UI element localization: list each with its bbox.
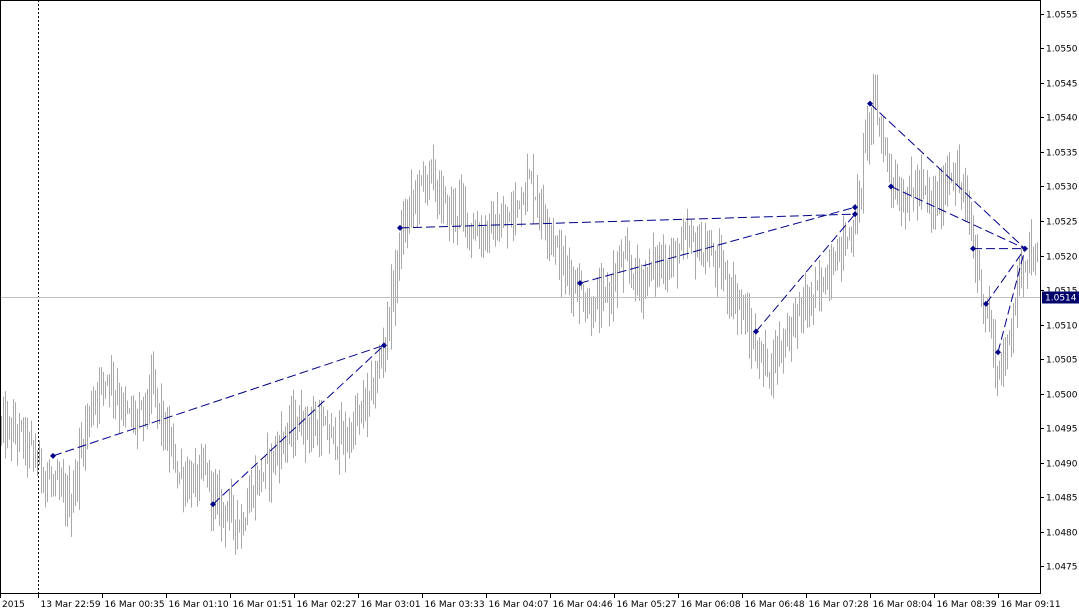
current-price-label: 1.0514 [1045,294,1077,304]
pattern-line [890,186,1026,250]
x-tick-label: 16 Mar 09:11 [1001,600,1061,610]
x-tick-label: 16 Mar 08:04 [873,600,933,610]
x-tick-label: 16 Mar 04:46 [553,600,613,610]
pattern-line [869,103,1026,250]
y-tick-label: 1.0485 [1046,494,1078,504]
y-tick-label: 1.0490 [1046,460,1078,470]
pattern-line [997,248,1026,353]
y-tick-label: 1.0530 [1046,183,1078,193]
pattern-line [985,248,1026,305]
pattern-point-marker [888,183,894,190]
x-tick-label: 16 Mar 03:01 [361,600,421,610]
pattern-point-marker [753,328,759,335]
x-tick-label: 16 Mar 06:48 [745,600,805,610]
x-tick-label: 16 Mar 07:28 [809,600,869,610]
pattern-line [399,213,856,229]
y-tick-label: 1.0510 [1046,322,1078,332]
x-tick-label: 16 Mar 03:33 [425,600,485,610]
y-tick-label: 1.0505 [1046,356,1078,366]
y-tick-label: 1.0520 [1046,253,1078,263]
y-tick-label: 1.0535 [1046,149,1078,159]
pattern-point-marker [867,100,873,107]
y-tick-label: 1.0495 [1046,425,1078,435]
price-axis[interactable]: 1.0475 1.0480 1.0485 1.0490 1.0495 1.0500 1.05… [1040,11,1078,573]
y-tick-label: 1.0545 [1046,80,1078,90]
x-tick-label: 13 Mar 22:59 [41,600,101,610]
y-tick-label: 1.0540 [1046,114,1078,124]
y-tick-label: 1.0500 [1046,391,1078,401]
pattern-point-marker [983,300,989,307]
pattern-point-marker [852,211,858,218]
time-axis[interactable]: 2015 13 Mar 22:59 16 Mar 00:35 16 Mar 01:10… [0,594,1061,610]
pattern-point-marker [852,204,858,211]
pattern-line [212,344,385,505]
pattern-point-marker [577,280,583,287]
x-tick-label: 16 Mar 05:27 [617,600,677,610]
pattern-line [579,206,856,284]
pattern-point-marker [1022,245,1028,252]
price-bars [1,73,1038,555]
x-tick-label: 16 Mar 01:10 [169,600,229,610]
y-tick-label: 1.0555 [1046,11,1078,21]
y-tick-label: 1.0475 [1046,563,1078,573]
pattern-point-marker [995,349,1001,356]
pattern-point-marker [970,245,976,252]
x-tick-label: 16 Mar 04:07 [489,600,549,610]
current-price-badge-box [1042,291,1079,304]
pattern-point-marker [50,452,56,459]
x-tick-label: 16 Mar 01:51 [233,600,293,610]
pattern-point-marker [210,501,216,508]
pattern-line [52,344,385,457]
x-tick-label: 16 Mar 02:27 [297,600,357,610]
x-tick-label: 2015 [2,600,25,610]
pattern-markers [50,100,1028,508]
current-price-badge: 1.0514 [1042,291,1079,304]
y-tick-label: 1.0525 [1046,218,1078,228]
y-tick-label: 1.0550 [1046,45,1078,55]
pattern-lines [52,103,1026,505]
plot-border [0,0,1041,594]
pattern-point-marker [381,342,387,349]
pattern-point-marker [397,224,403,231]
x-tick-label: 16 Mar 06:08 [681,600,741,610]
x-tick-label: 16 Mar 08:39 [937,600,997,610]
x-tick-label: 16 Mar 00:35 [105,600,165,610]
y-tick-label: 1.0480 [1046,529,1078,539]
